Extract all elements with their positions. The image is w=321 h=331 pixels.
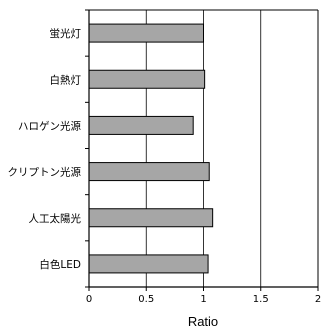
y-category-label: 白色LED [39,258,81,271]
ticks [85,9,319,291]
y-category-label: 白熱灯 [50,73,82,86]
x-axis-title: Ratio [188,314,218,329]
bar-0 [88,23,204,43]
y-category-label: クリプトン光源 [8,166,82,179]
x-tick-label: 0.5 [138,294,154,305]
x-tick-label: 1.5 [253,294,269,305]
gridlines [145,10,262,287]
bar-4 [88,208,214,228]
y-category-label: ハロゲン光源 [18,119,81,132]
x-tick-label: 2 [315,294,321,305]
y-category-label: 人工太陽光 [29,212,82,225]
bar-2 [88,115,194,135]
y-category-label: 蛍光灯 [50,27,82,40]
bars [88,23,214,274]
x-tick-label: 1 [200,294,206,305]
bar-1 [88,69,206,89]
x-tick-label: 0 [86,294,92,305]
bar-5 [88,254,209,274]
bar-3 [88,162,210,182]
